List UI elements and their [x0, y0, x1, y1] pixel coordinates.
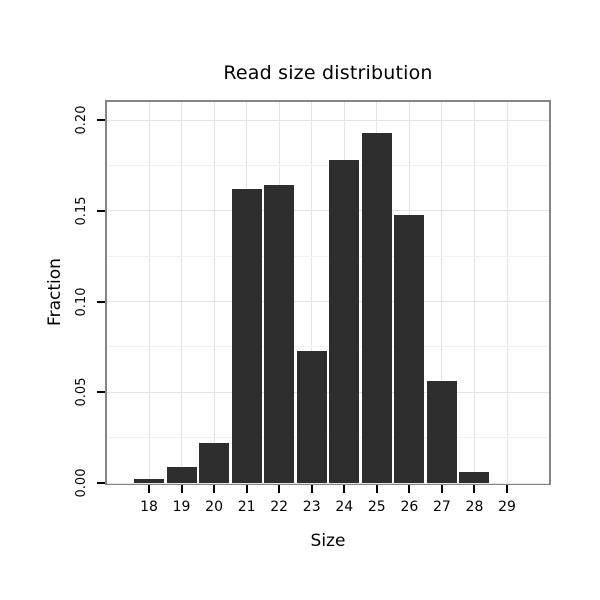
x-tick-label: 19	[172, 499, 191, 515]
y-tick	[97, 300, 105, 303]
bar-18	[134, 479, 164, 483]
x-axis-ticks	[107, 485, 549, 493]
gridline-vertical	[213, 102, 215, 483]
x-tick-label: 21	[237, 499, 256, 515]
gridline-minor	[107, 346, 549, 348]
x-tick	[506, 485, 508, 493]
gridline-vertical	[473, 102, 475, 483]
x-tick-label: 20	[205, 499, 223, 515]
x-tick	[375, 485, 378, 493]
x-tick-label: 23	[302, 499, 321, 515]
plot-panel	[105, 100, 551, 485]
y-tick	[97, 482, 105, 484]
x-axis-label: Size	[310, 531, 346, 551]
chart-title: Read size distribution	[223, 62, 433, 84]
gridline-minor	[107, 255, 549, 257]
x-tick	[148, 485, 150, 493]
gridline-vertical	[311, 102, 313, 483]
gridline-major	[107, 482, 549, 484]
x-axis-tick-labels: 18 19 20 21 22 23 24 25 26 27 28 29	[107, 499, 549, 517]
y-axis-tick-labels: 0.00 0.05 0.10 0.15 0.20	[64, 102, 100, 498]
y-tick	[97, 119, 105, 122]
x-tick	[310, 485, 313, 493]
gridline-major	[107, 391, 549, 393]
x-tick	[278, 485, 281, 493]
y-tick-label: 0.05	[74, 377, 89, 407]
x-tick-label: 29	[498, 499, 516, 515]
x-tick	[343, 485, 346, 493]
y-tick	[97, 391, 105, 394]
bar-26	[394, 214, 425, 483]
bar-24	[329, 160, 360, 483]
x-tick-label: 28	[465, 499, 484, 515]
gridline-vertical	[441, 102, 443, 483]
x-tick	[440, 485, 443, 493]
bar-25	[361, 132, 392, 483]
bar-21	[231, 189, 262, 483]
x-tick	[245, 485, 248, 493]
bar-19	[166, 466, 197, 483]
gridline-major	[107, 119, 549, 121]
y-axis-ticks	[97, 102, 105, 484]
gridline-major	[107, 301, 549, 303]
gridline-vertical	[181, 102, 183, 483]
x-tick-label: 18	[140, 499, 158, 515]
gridline-vertical	[506, 102, 508, 483]
gridline-vertical	[148, 102, 150, 483]
x-tick	[473, 485, 476, 493]
x-tick-label: 24	[335, 499, 354, 515]
x-tick-label: 26	[400, 499, 419, 515]
bar-22	[264, 185, 295, 483]
x-tick	[213, 485, 216, 493]
x-tick	[408, 485, 411, 493]
bar-23	[296, 350, 327, 483]
x-tick	[180, 485, 183, 493]
gridline-major	[107, 210, 549, 212]
y-tick	[97, 209, 105, 212]
gridline-minor	[107, 437, 549, 439]
y-tick-label: 0.10	[74, 287, 89, 317]
x-tick-label: 25	[367, 499, 386, 515]
bar-27	[426, 381, 457, 483]
gridline-minor	[107, 165, 549, 166]
x-tick-label: 27	[432, 499, 451, 515]
bar-20	[199, 443, 230, 483]
y-tick-label: 0.15	[74, 196, 89, 226]
y-tick-label: 0.20	[74, 105, 89, 135]
bar-28	[459, 472, 490, 483]
y-axis-label: Fraction	[45, 258, 65, 326]
y-tick-label: 0.00	[74, 468, 89, 498]
x-tick-label: 22	[270, 499, 289, 515]
